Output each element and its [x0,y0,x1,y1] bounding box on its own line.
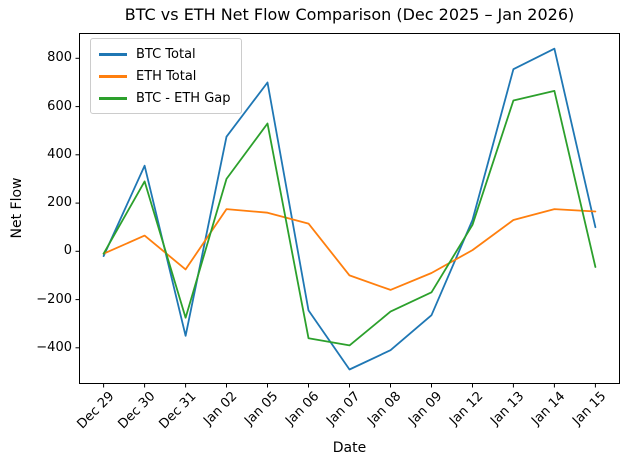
legend-line-sample [99,96,127,100]
x-axis-label: Date [332,440,367,456]
y-tick-label: 200 [47,195,72,211]
y-tick-label: −200 [36,291,72,307]
series-line-btc-eth-gap [102,90,597,347]
y-tick-label: 600 [47,98,72,114]
y-tick-label: 0 [63,243,72,259]
y-tick-label: 400 [47,146,72,162]
legend-item: BTC Total [99,43,231,65]
legend-label: ETH Total [136,68,197,84]
chart-title: BTC vs ETH Net Flow Comparison (Dec 2025… [124,5,575,24]
series-line-eth-total [102,208,597,291]
plot-border [79,33,620,384]
legend-item: BTC - ETH Gap [99,87,231,109]
legend-label: BTC Total [136,46,196,62]
legend-line-sample [99,52,127,56]
y-tick-label: 800 [47,50,72,66]
legend-label: BTC - ETH Gap [136,90,231,106]
y-tick-label: −400 [36,339,72,355]
legend-item: ETH Total [99,65,231,87]
series-line-btc-total [102,47,597,371]
legend-line-sample [99,74,127,78]
legend: BTC Total ETH Total BTC - ETH Gap [90,38,242,114]
